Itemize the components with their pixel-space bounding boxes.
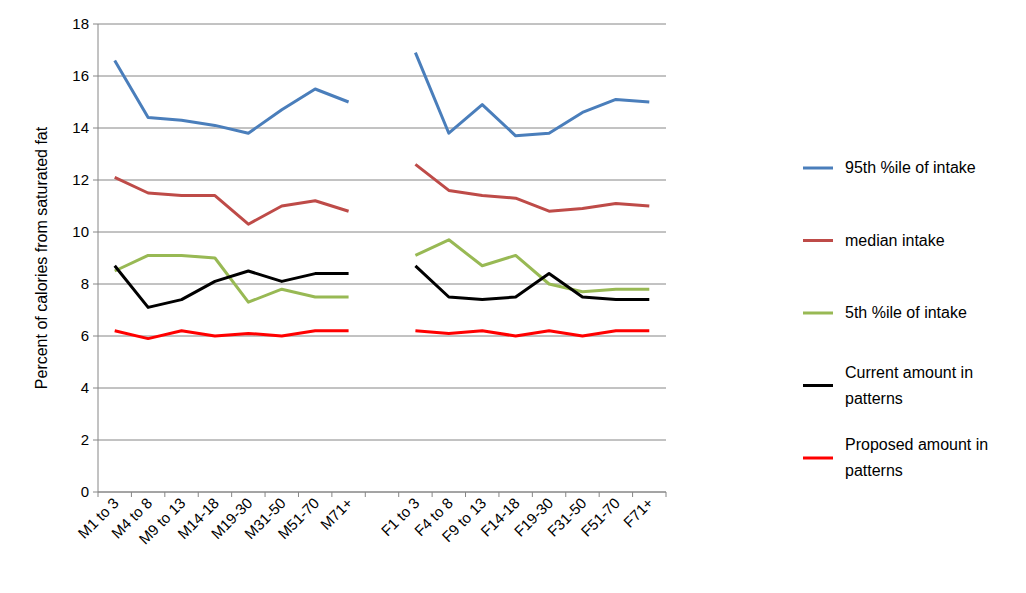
- y-tick: [93, 24, 98, 25]
- y-tick-label: 18: [72, 15, 89, 32]
- y-tick-label: 12: [72, 171, 89, 188]
- x-tick: [365, 492, 366, 497]
- y-tick: [93, 284, 98, 285]
- legend-label: 95th %ile of intake: [845, 159, 976, 176]
- y-axis-label: Percent of calories from saturated fat: [33, 126, 50, 389]
- x-tick: [432, 492, 433, 497]
- series-line: [115, 53, 650, 136]
- legend-swatch: [803, 312, 833, 315]
- grid-line: [98, 128, 666, 129]
- x-tick-label: M9 to 13: [135, 494, 188, 547]
- grid-line: [98, 440, 666, 441]
- legend-swatch: [803, 167, 833, 170]
- grid-line: [98, 388, 666, 389]
- x-tick-label: F9 to 13: [438, 494, 489, 545]
- x-tick: [632, 492, 633, 497]
- y-tick-label: 16: [72, 67, 89, 84]
- legend-swatch: [803, 384, 833, 387]
- y-tick-label: 14: [72, 119, 89, 136]
- x-tick-label: M71+: [317, 494, 356, 533]
- y-tick-label: 0: [81, 483, 89, 500]
- x-tick: [98, 492, 99, 497]
- y-tick: [93, 388, 98, 389]
- grid-line: [98, 284, 666, 285]
- legend-label: median intake: [845, 232, 945, 249]
- chart: 024681012141618M1 to 3M4 to 8M9 to 13M14…: [0, 0, 1026, 593]
- y-tick: [93, 232, 98, 233]
- x-tick: [265, 492, 266, 497]
- y-tick-label: 2: [81, 431, 89, 448]
- x-tick-label: F71+: [620, 494, 657, 531]
- y-tick-label: 4: [81, 379, 89, 396]
- grid-line: [98, 24, 666, 25]
- series-line: [115, 331, 650, 339]
- y-tick: [93, 180, 98, 181]
- x-tick: [599, 492, 600, 497]
- x-tick-label: F51-70: [577, 494, 623, 540]
- legend-label: Proposed amount inpatterns: [845, 436, 988, 479]
- y-tick: [93, 440, 98, 441]
- y-tick: [93, 492, 98, 493]
- legend-swatch: [803, 457, 833, 460]
- y-tick: [93, 336, 98, 337]
- legend-swatch: [803, 239, 833, 242]
- x-tick: [231, 492, 232, 497]
- x-tick: [331, 492, 332, 497]
- y-tick: [93, 128, 98, 129]
- series-line: [115, 164, 650, 224]
- x-tick: [498, 492, 499, 497]
- y-tick-label: 6: [81, 327, 89, 344]
- lines: [115, 53, 650, 339]
- x-tick: [565, 492, 566, 497]
- y-tick-label: 10: [72, 223, 89, 240]
- background: [0, 0, 1026, 593]
- legend-label: 5th %ile of intake: [845, 304, 967, 321]
- x-tick: [298, 492, 299, 497]
- x-tick: [532, 492, 533, 497]
- grid-line: [98, 180, 666, 181]
- x-tick: [666, 492, 667, 497]
- legend-label: Current amount inpatterns: [845, 364, 973, 407]
- x-tick: [398, 492, 399, 497]
- grid-line: [98, 232, 666, 233]
- series-line: [115, 266, 650, 308]
- y-axis: [98, 24, 99, 492]
- x-tick: [164, 492, 165, 497]
- x-tick: [131, 492, 132, 497]
- x-tick-label: M51-70: [274, 494, 322, 542]
- y-tick-label: 8: [81, 275, 89, 292]
- grid-line: [98, 76, 666, 77]
- grid-line: [98, 492, 666, 493]
- x-axis: [98, 492, 666, 493]
- x-tick: [465, 492, 466, 497]
- y-tick: [93, 76, 98, 77]
- x-tick: [198, 492, 199, 497]
